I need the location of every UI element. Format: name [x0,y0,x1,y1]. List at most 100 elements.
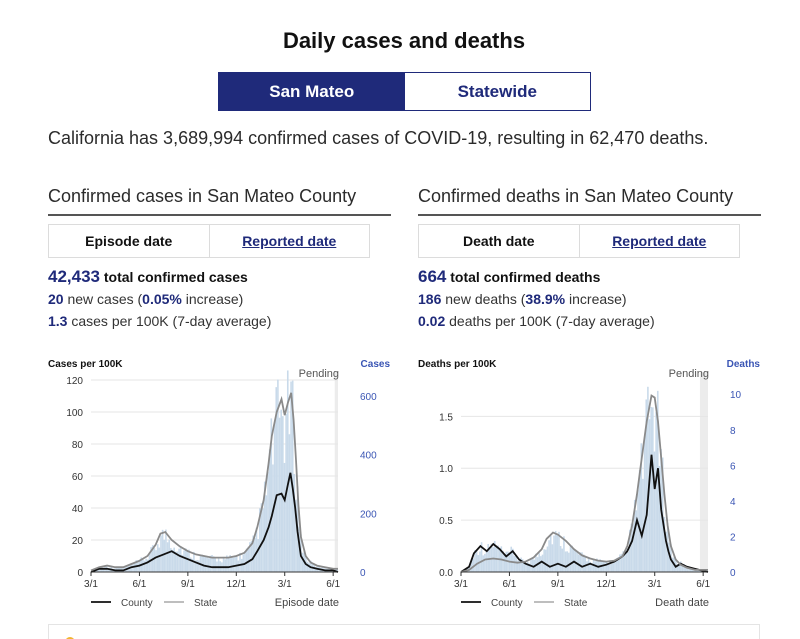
daily-bar [480,542,483,572]
daily-bar [184,548,187,572]
daily-bar [671,557,674,572]
deaths-total: 664 total confirmed deaths [418,266,761,288]
x-tick-label: 12/1 [227,579,247,590]
daily-bar [518,559,521,572]
daily-bar [517,560,519,572]
tab-reported-date-cases[interactable]: Reported date [242,233,337,249]
daily-bar [472,558,475,572]
daily-bar [648,419,651,572]
daily-bar [295,499,297,572]
daily-bar [515,556,517,572]
y-tick-label: 60 [72,472,84,483]
daily-bar [604,561,606,572]
daily-bar [568,552,570,572]
daily-bar [188,549,190,572]
daily-bar [693,569,695,572]
tab-death-date[interactable]: Death date [419,225,580,257]
cases-new-text: new cases ( [67,291,143,307]
daily-bar [181,554,184,572]
y-tick-label: 1.0 [439,464,453,475]
daily-bar [521,559,524,572]
daily-bar [691,568,694,572]
daily-bar [179,547,182,572]
daily-bar [145,558,147,572]
daily-bar [617,557,620,572]
daily-bar [474,550,476,572]
x-tick-label: 3/1 [84,579,98,590]
daily-bar [663,516,666,572]
daily-bar [175,551,177,572]
daily-bar [632,523,634,572]
daily-bar [133,563,136,572]
daily-bar [249,542,251,572]
tab-episode-date[interactable]: Episode date [49,225,210,257]
daily-bar [202,556,205,572]
daily-bar [163,539,166,572]
y-tick-label: 100 [66,408,83,419]
cases-total: 42,433 total confirmed cases [48,266,391,288]
daily-bar [470,558,473,572]
daily-bar [553,535,555,572]
y-tick-label: 80 [72,440,84,451]
daily-bar [503,554,506,572]
y-tick-label: 1.5 [439,412,453,423]
daily-bar [255,527,258,572]
toggle-statewide[interactable]: Statewide [404,73,590,110]
deaths-total-label: total confirmed deaths [450,269,601,285]
region-toggle[interactable]: San Mateo Statewide [218,72,591,111]
daily-bar [681,564,684,572]
daily-bar [576,551,578,572]
daily-bar [645,399,648,572]
daily-bar [535,553,537,572]
daily-bar [633,499,636,572]
daily-bar [293,473,296,572]
daily-bar [272,464,274,572]
y2-tick-label: 6 [730,461,736,472]
cases-total-value: 42,433 [48,267,100,286]
daily-bar [258,508,261,572]
daily-bar [161,529,164,572]
daily-bar [277,379,279,572]
daily-bar [147,559,149,572]
legend-state-label: State [194,598,218,609]
daily-bar [622,551,624,572]
daily-bar [658,465,661,572]
daily-bar [194,560,197,572]
daily-bar [647,386,649,572]
daily-bar [168,539,171,572]
daily-bar [273,422,276,572]
daily-bar [505,551,508,572]
x-tick-label: 6/1 [132,579,146,590]
tab-reported-date-deaths[interactable]: Reported date [612,233,707,249]
daily-bar [250,541,253,572]
daily-bar [584,557,587,572]
y2-tick-label: 0 [360,568,366,579]
daily-bar [526,562,529,572]
x-tick-label: 9/1 [181,579,195,590]
daily-bar [267,471,269,572]
pending-band [699,372,708,572]
daily-bar [257,539,259,572]
daily-bar [637,489,639,572]
daily-bar [196,559,199,572]
toggle-san-mateo[interactable]: San Mateo [219,73,405,110]
deaths-date-tabs: Death date Reported date [418,224,740,258]
daily-bar [564,551,567,572]
daily-bar [540,556,542,572]
daily-bar [183,550,185,572]
deaths-new-text: new deaths ( [445,291,526,307]
page-title: Daily cases and deaths [282,28,526,53]
daily-bar [286,370,289,572]
daily-bar [283,462,286,572]
daily-bar [556,533,559,572]
daily-bar [214,557,217,572]
daily-bar [191,558,194,572]
daily-bar [165,529,167,572]
daily-bar [99,567,101,572]
y2-tick-label: 4 [730,497,736,508]
legend-state-label: State [564,598,588,609]
daily-bar [270,418,273,572]
daily-bar [234,556,236,572]
daily-bar [543,549,545,572]
daily-bar [107,567,110,572]
